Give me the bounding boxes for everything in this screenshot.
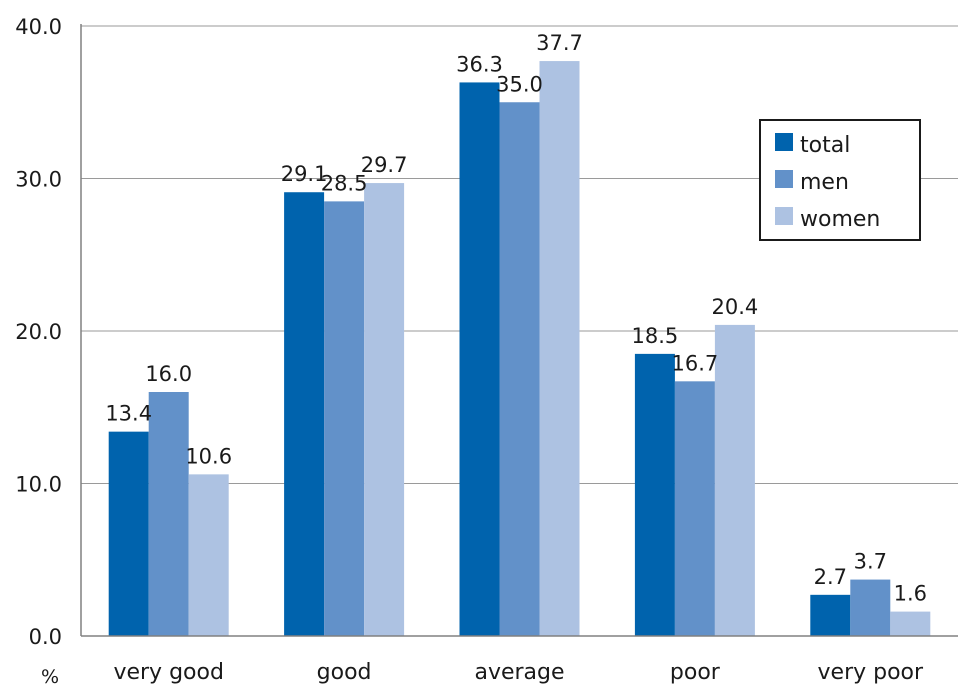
data-label: 10.6 bbox=[185, 444, 232, 468]
data-label: 3.7 bbox=[854, 550, 887, 574]
bar-total bbox=[108, 431, 149, 636]
bar-total bbox=[284, 192, 325, 636]
data-label: 29.7 bbox=[361, 153, 408, 177]
data-label: 18.5 bbox=[632, 324, 679, 348]
y-unit-label: % bbox=[41, 666, 59, 686]
data-label: 29.1 bbox=[281, 162, 328, 186]
y-tick-label: 30.0 bbox=[15, 168, 62, 192]
bar-total bbox=[810, 594, 851, 636]
data-label: 16.0 bbox=[145, 362, 192, 386]
data-label: 16.7 bbox=[672, 351, 719, 375]
bar-men bbox=[674, 381, 715, 636]
legend: total men women bbox=[759, 119, 921, 241]
data-label: 35.0 bbox=[496, 72, 543, 96]
bar-men bbox=[324, 201, 365, 636]
bar-women bbox=[188, 474, 229, 636]
data-label: 37.7 bbox=[536, 31, 583, 55]
legend-swatch-total bbox=[775, 133, 793, 151]
x-tick-label: average bbox=[474, 660, 564, 685]
legend-label-women: women bbox=[800, 207, 880, 232]
data-label: 28.5 bbox=[321, 171, 368, 195]
x-tick-label: poor bbox=[670, 660, 721, 685]
bar-women bbox=[539, 61, 580, 636]
legend-swatch-men bbox=[775, 170, 793, 188]
data-label: 13.4 bbox=[105, 402, 152, 426]
bar-total bbox=[634, 353, 675, 636]
x-tick-labels: very good good average poor very poor bbox=[113, 660, 924, 685]
bar-total bbox=[459, 82, 500, 637]
y-tick-labels: 0.0 10.0 20.0 30.0 40.0 bbox=[15, 15, 62, 649]
y-tick-label: 40.0 bbox=[15, 15, 62, 39]
legend-label-men: men bbox=[800, 170, 849, 195]
bar-women bbox=[890, 611, 931, 636]
y-tick-label: 0.0 bbox=[29, 625, 62, 649]
x-tick-label: very poor bbox=[818, 660, 924, 685]
bar-women bbox=[714, 324, 755, 636]
y-tick-label: 10.0 bbox=[15, 473, 62, 497]
axes bbox=[80, 24, 958, 637]
bar-men bbox=[148, 392, 189, 636]
bar-men bbox=[499, 102, 540, 636]
data-label: 36.3 bbox=[456, 52, 503, 76]
bar-women bbox=[364, 183, 405, 636]
data-label: 20.4 bbox=[712, 295, 759, 319]
x-tick-label: very good bbox=[113, 660, 223, 685]
data-label: 2.7 bbox=[814, 565, 847, 589]
legend-label-total: total bbox=[800, 133, 850, 158]
x-tick-label: good bbox=[317, 660, 372, 685]
bar-men bbox=[850, 579, 891, 636]
legend-swatch-women bbox=[775, 207, 793, 225]
y-tick-label: 20.0 bbox=[15, 320, 62, 344]
data-label: 1.6 bbox=[894, 582, 927, 606]
data-labels: 13.4 16.0 10.6 29.128.529.7 36.335.0 37.7 18.5… bbox=[105, 31, 927, 606]
bars bbox=[108, 61, 931, 637]
